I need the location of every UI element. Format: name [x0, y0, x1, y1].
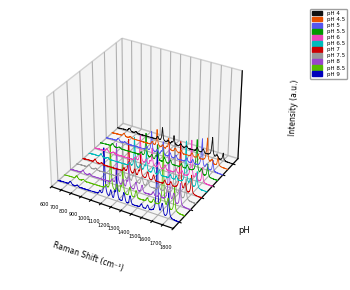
X-axis label: Raman Shift (cm⁻¹): Raman Shift (cm⁻¹): [52, 240, 125, 273]
Y-axis label: pH: pH: [238, 226, 250, 235]
Legend: pH 4, pH 4.5, pH 5, pH 5.5, pH 6, pH 6.5, pH 7, pH 7.5, pH 8, pH 8.5, pH 9: pH 4, pH 4.5, pH 5, pH 5.5, pH 6, pH 6.5…: [310, 9, 347, 79]
